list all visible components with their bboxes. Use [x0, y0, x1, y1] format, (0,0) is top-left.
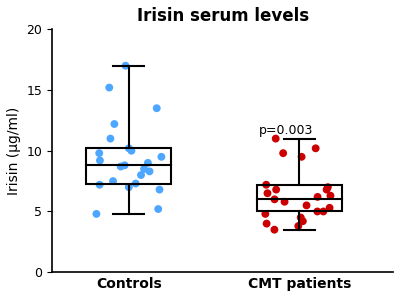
Point	[271, 197, 278, 202]
Point	[158, 154, 165, 159]
Point	[96, 151, 102, 156]
Point	[138, 173, 144, 177]
Point	[303, 203, 310, 208]
Point	[110, 179, 116, 184]
Point	[295, 224, 302, 229]
Point	[325, 185, 331, 190]
Point	[264, 191, 271, 195]
Point	[326, 205, 333, 210]
Point	[128, 148, 135, 153]
Point	[154, 106, 160, 111]
Point	[320, 209, 326, 214]
Point	[141, 167, 147, 171]
Point	[272, 136, 279, 141]
Point	[273, 187, 279, 192]
Point	[107, 136, 114, 141]
Point	[126, 185, 132, 190]
Point	[93, 212, 100, 216]
Point	[118, 164, 124, 169]
Point	[327, 193, 334, 198]
Point	[146, 169, 153, 174]
Title: Irisin serum levels: Irisin serum levels	[136, 7, 309, 25]
Text: p=0.003: p=0.003	[258, 124, 313, 137]
Point	[145, 161, 151, 165]
Point	[298, 154, 305, 159]
Point	[97, 158, 103, 163]
Point	[132, 181, 139, 186]
Point	[281, 199, 288, 204]
Point	[122, 163, 128, 168]
Point	[263, 182, 269, 187]
Point	[122, 63, 129, 68]
Point	[262, 212, 268, 216]
Y-axis label: Irisin (µg/ml): Irisin (µg/ml)	[7, 107, 21, 195]
Bar	[257, 185, 342, 212]
Point	[314, 195, 321, 199]
Point	[106, 85, 112, 90]
Point	[298, 215, 304, 220]
Point	[264, 221, 270, 226]
Point	[155, 207, 162, 211]
Point	[96, 182, 103, 187]
Point	[300, 219, 306, 224]
Point	[312, 146, 319, 151]
Point	[126, 146, 132, 151]
Point	[324, 187, 330, 192]
Point	[111, 122, 118, 126]
Point	[280, 151, 286, 156]
Point	[271, 227, 278, 232]
Point	[314, 209, 320, 214]
Bar	[86, 148, 172, 184]
Point	[156, 187, 163, 192]
